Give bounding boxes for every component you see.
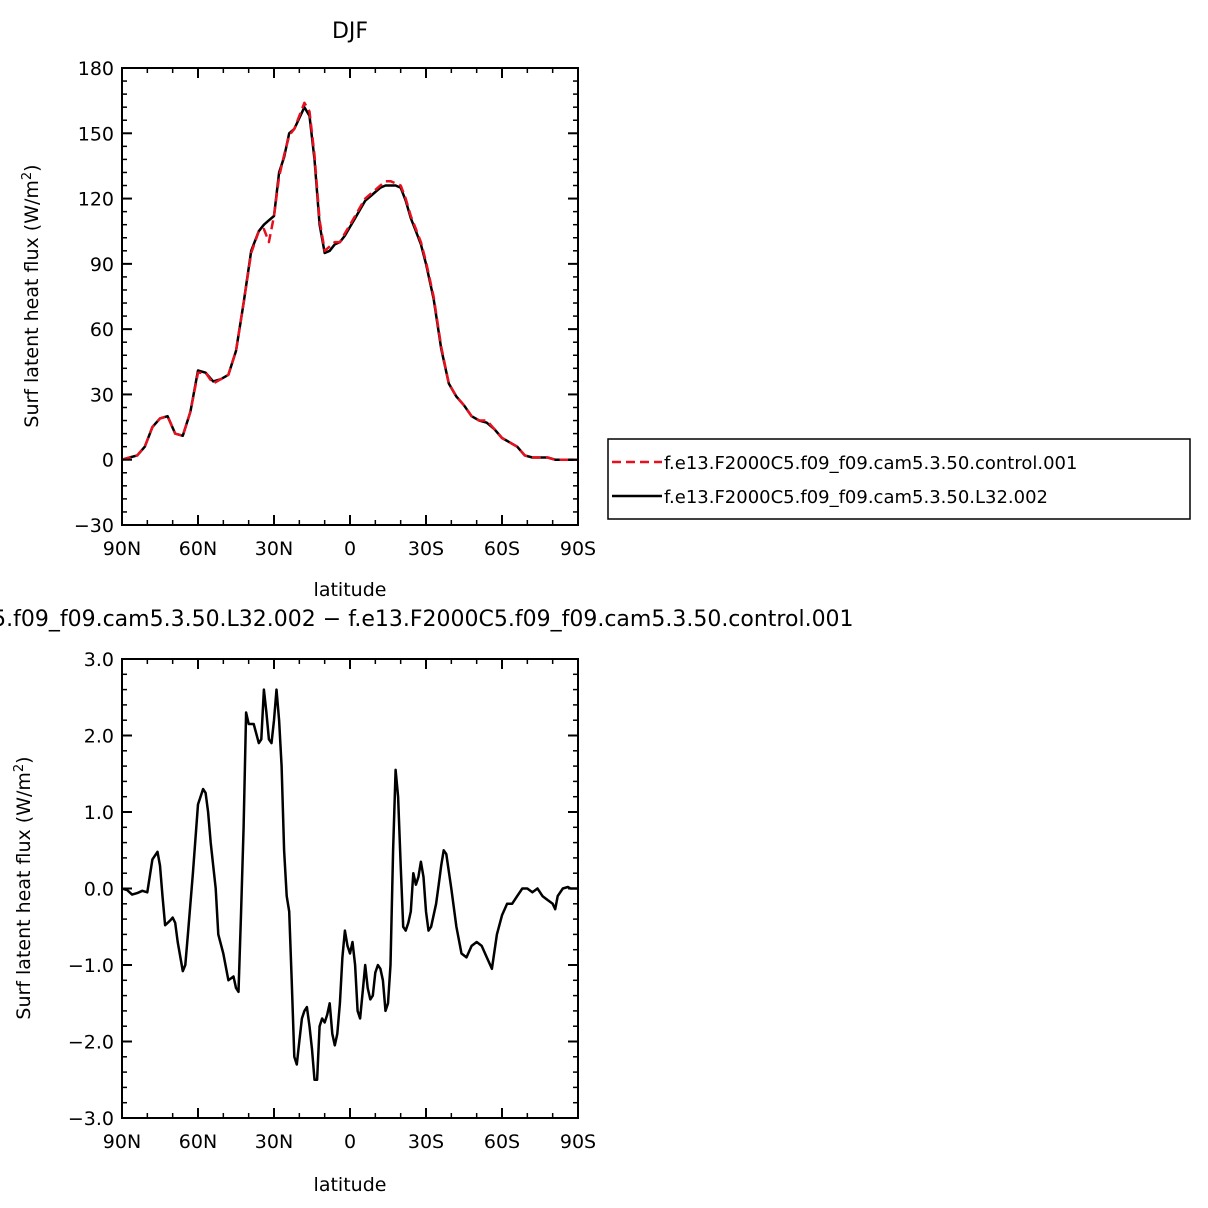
top-panel: DJF 90N 60N 30N 0 30S 60S 90S −30 0 30 60 90 120 150… (20, 19, 596, 601)
bottom-y-axis-title: Surf latent heat flux (W/m2) (12, 756, 35, 1019)
y-tick-label: 0.0 (84, 879, 114, 901)
y-tick-label: 60 (90, 319, 114, 341)
top-plot-title: DJF (332, 19, 368, 44)
x-tick-label: 60N (179, 1131, 217, 1153)
x-tick-label: 30N (255, 1131, 293, 1153)
y-tick-label: 1.0 (84, 802, 114, 824)
x-tick-label: 90N (103, 1131, 141, 1153)
legend-label-l32: f.e13.F2000C5.f09_f09.cam5.3.50.L32.002 (664, 487, 1048, 508)
legend-label-control: f.e13.F2000C5.f09_f09.cam5.3.50.control.… (664, 453, 1077, 474)
x-tick-label: 90S (560, 1131, 596, 1153)
y-tick-label: 180 (78, 58, 114, 80)
x-tick-label: 90N (103, 538, 141, 560)
x-tick-label: 60S (484, 1131, 520, 1153)
top-plot-frame (121, 67, 579, 526)
bottom-x-axis-title: latitude (314, 1174, 387, 1196)
legend: f.e13.F2000C5.f09_f09.cam5.3.50.control.… (607, 438, 1191, 520)
top-y-axis-title: Surf latent heat flux (W/m2) (20, 164, 43, 427)
x-tick-label: 60S (484, 538, 520, 560)
x-tick-label: 90S (560, 538, 596, 560)
y-tick-label: −30 (74, 515, 114, 537)
x-tick-label: 30N (255, 538, 293, 560)
y-tick-label: 2.0 (84, 726, 114, 748)
legend-box (607, 438, 1191, 520)
series-line-0-0 (121, 101, 578, 461)
series-line-1-0 (121, 688, 578, 1082)
x-tick-label: 30S (408, 1131, 444, 1153)
y-tick-label: 150 (78, 123, 114, 145)
x-tick-label: 0 (344, 1131, 356, 1153)
x-tick-label: 0 (344, 538, 356, 560)
bottom-panel: f.e13.F2000C5.f09_f09.cam5.3.50.L32.002 … (0, 607, 854, 1196)
y-tick-label: 90 (90, 254, 114, 276)
x-tick-label: 60N (179, 538, 217, 560)
y-tick-label: 30 (90, 384, 114, 406)
y-tick-label: −3.0 (68, 1108, 114, 1130)
y-tick-label: −2.0 (68, 1032, 114, 1054)
y-tick-label: −1.0 (68, 955, 114, 977)
x-tick-label: 30S (408, 538, 444, 560)
top-x-axis-title: latitude (314, 579, 387, 601)
y-tick-label: 0 (102, 450, 114, 472)
series-line-0-1 (121, 105, 578, 461)
y-tick-label: 3.0 (84, 649, 114, 671)
y-tick-label: 120 (78, 189, 114, 211)
bottom-plot-title: f.e13.F2000C5.f09_f09.cam5.3.50.L32.002 … (0, 607, 854, 632)
